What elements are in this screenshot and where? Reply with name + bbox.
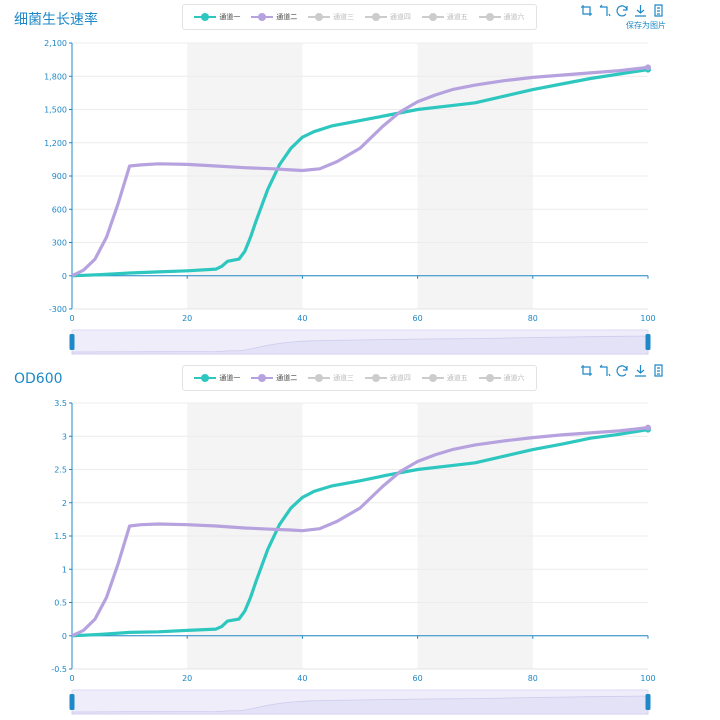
legend-label: 通道六 bbox=[503, 374, 525, 382]
zoom-icon[interactable] bbox=[580, 4, 593, 17]
legend-label: 通道二 bbox=[276, 374, 298, 382]
legend-label: 通道一 bbox=[219, 13, 241, 21]
legend-label: 通道四 bbox=[389, 374, 411, 382]
data-view-icon[interactable] bbox=[652, 4, 665, 17]
x-tick-label: 60 bbox=[413, 314, 423, 323]
legend-label: 通道六 bbox=[503, 13, 525, 21]
download-icon[interactable] bbox=[634, 4, 647, 17]
x-tick-label: 60 bbox=[413, 674, 423, 683]
x-tick-label: 80 bbox=[528, 314, 538, 323]
legend-item-1[interactable]: 通道一 bbox=[194, 373, 240, 383]
y-tick-label: 300 bbox=[52, 239, 67, 248]
legend-item-3[interactable]: 通道三 bbox=[308, 373, 354, 383]
legend-item-5[interactable]: 通道五 bbox=[421, 373, 468, 383]
y-tick-label: 0 bbox=[62, 632, 67, 641]
x-tick-label: 40 bbox=[297, 674, 307, 683]
x-tick-label: 80 bbox=[528, 674, 538, 683]
legend-item-6[interactable]: 通道六 bbox=[478, 12, 525, 22]
legend-label: 通道三 bbox=[333, 13, 355, 21]
legend-label: 通道四 bbox=[389, 13, 411, 21]
legend-marker bbox=[194, 13, 217, 21]
legend-item-6[interactable]: 通道六 bbox=[478, 373, 525, 383]
data-view-icon[interactable] bbox=[652, 364, 665, 377]
zoom-handle-left[interactable] bbox=[69, 694, 75, 710]
y-tick-label: 0 bbox=[62, 272, 67, 281]
x-tick-label: 0 bbox=[69, 314, 74, 323]
legend-label: 通道二 bbox=[276, 13, 298, 21]
zoom-slider-preview bbox=[71, 695, 649, 715]
zoom-reset-icon[interactable] bbox=[598, 364, 611, 377]
series-end-point bbox=[645, 64, 651, 71]
legend-marker bbox=[308, 13, 331, 21]
toolbox bbox=[580, 4, 665, 17]
series-line-2 bbox=[71, 426, 649, 638]
y-tick-label: 3.5 bbox=[54, 399, 67, 408]
legend-item-1[interactable]: 通道一 bbox=[194, 12, 240, 22]
y-tick-label: 1,500 bbox=[44, 106, 67, 115]
toolbox bbox=[580, 364, 665, 377]
legend-marker bbox=[251, 374, 274, 382]
legend-marker bbox=[364, 374, 387, 382]
legend-item-3[interactable]: 通道三 bbox=[308, 12, 354, 22]
legend-item-4[interactable]: 通道四 bbox=[364, 373, 411, 383]
y-tick-label: 0.5 bbox=[54, 599, 67, 608]
series-line-2 bbox=[71, 65, 649, 278]
zoom-handle-right[interactable] bbox=[645, 694, 651, 710]
restore-icon[interactable] bbox=[616, 4, 629, 17]
legend-marker bbox=[478, 13, 501, 21]
zoom-reset-icon[interactable] bbox=[598, 4, 611, 17]
y-tick-label: 2,100 bbox=[44, 39, 67, 48]
legend-marker bbox=[421, 13, 444, 21]
y-tick-label: 2.5 bbox=[54, 466, 67, 475]
zoom-icon[interactable] bbox=[580, 364, 593, 377]
legend-label: 通道五 bbox=[446, 374, 468, 382]
legend-item-4[interactable]: 通道四 bbox=[364, 12, 411, 22]
legend-item-5[interactable]: 通道五 bbox=[421, 12, 468, 22]
y-tick-label: -300 bbox=[49, 305, 67, 314]
y-tick-label: 1,800 bbox=[44, 72, 67, 81]
y-tick-label: 900 bbox=[52, 172, 67, 181]
legend-item-2[interactable]: 通道二 bbox=[251, 373, 297, 383]
chart-title: OD600 bbox=[14, 371, 63, 387]
y-tick-label: 1 bbox=[62, 565, 67, 574]
chart-panel-growth-rate: -300 0 300 600 900 1,200 1,500 1,800 2,100 0 20 40 6… bbox=[0, 0, 720, 358]
x-tick-label: 40 bbox=[297, 314, 307, 323]
zoom-slider-preview bbox=[71, 335, 649, 355]
y-tick-label: 3 bbox=[62, 432, 67, 441]
restore-icon[interactable] bbox=[616, 364, 629, 377]
zoom-handle-right[interactable] bbox=[645, 334, 651, 350]
od600-chart: -0.500.511.522.533.50 20 40 60 80 100 bbox=[51, 399, 656, 715]
legend-marker bbox=[421, 374, 444, 382]
legend-label: 通道五 bbox=[446, 13, 468, 21]
series-line-1 bbox=[71, 68, 649, 278]
legend-label: 通道一 bbox=[219, 374, 241, 382]
x-tick-label: 0 bbox=[69, 674, 74, 683]
x-tick-label: 100 bbox=[640, 674, 655, 683]
x-tick-label: 20 bbox=[182, 674, 192, 683]
legend: 通道一 通道二 通道三 通道四 通道五 通道六 bbox=[182, 4, 537, 30]
y-tick-label: 2 bbox=[62, 499, 67, 508]
y-tick-label: -0.5 bbox=[51, 665, 67, 674]
legend: 通道一 通道二 通道三 通道四 通道五 通道六 bbox=[182, 365, 537, 391]
y-tick-label: 1.5 bbox=[54, 532, 67, 541]
download-icon[interactable] bbox=[634, 364, 647, 377]
series-line-1 bbox=[71, 428, 649, 638]
legend-label: 通道三 bbox=[333, 374, 355, 382]
x-tick-label: 100 bbox=[640, 314, 655, 323]
legend-marker bbox=[194, 374, 217, 382]
series-end-point bbox=[645, 424, 651, 431]
chart-title: 细菌生长速率 bbox=[14, 12, 98, 28]
zoom-handle-left[interactable] bbox=[69, 334, 75, 350]
chart-panel-od600: -0.5 0 0.5 1 1.5 2 2.5 3 3.5 0 20 40 60 80 100 OD600 通… bbox=[0, 360, 720, 718]
legend-marker bbox=[364, 13, 387, 21]
legend-marker bbox=[308, 374, 331, 382]
legend-item-2[interactable]: 通道二 bbox=[251, 12, 297, 22]
y-tick-label: 1,200 bbox=[44, 139, 67, 148]
x-tick-label: 20 bbox=[182, 314, 192, 323]
save-image-tooltip: 保存为图片 bbox=[626, 21, 666, 30]
y-tick-label: 600 bbox=[52, 205, 67, 214]
legend-marker bbox=[251, 13, 274, 21]
legend-marker bbox=[478, 374, 501, 382]
